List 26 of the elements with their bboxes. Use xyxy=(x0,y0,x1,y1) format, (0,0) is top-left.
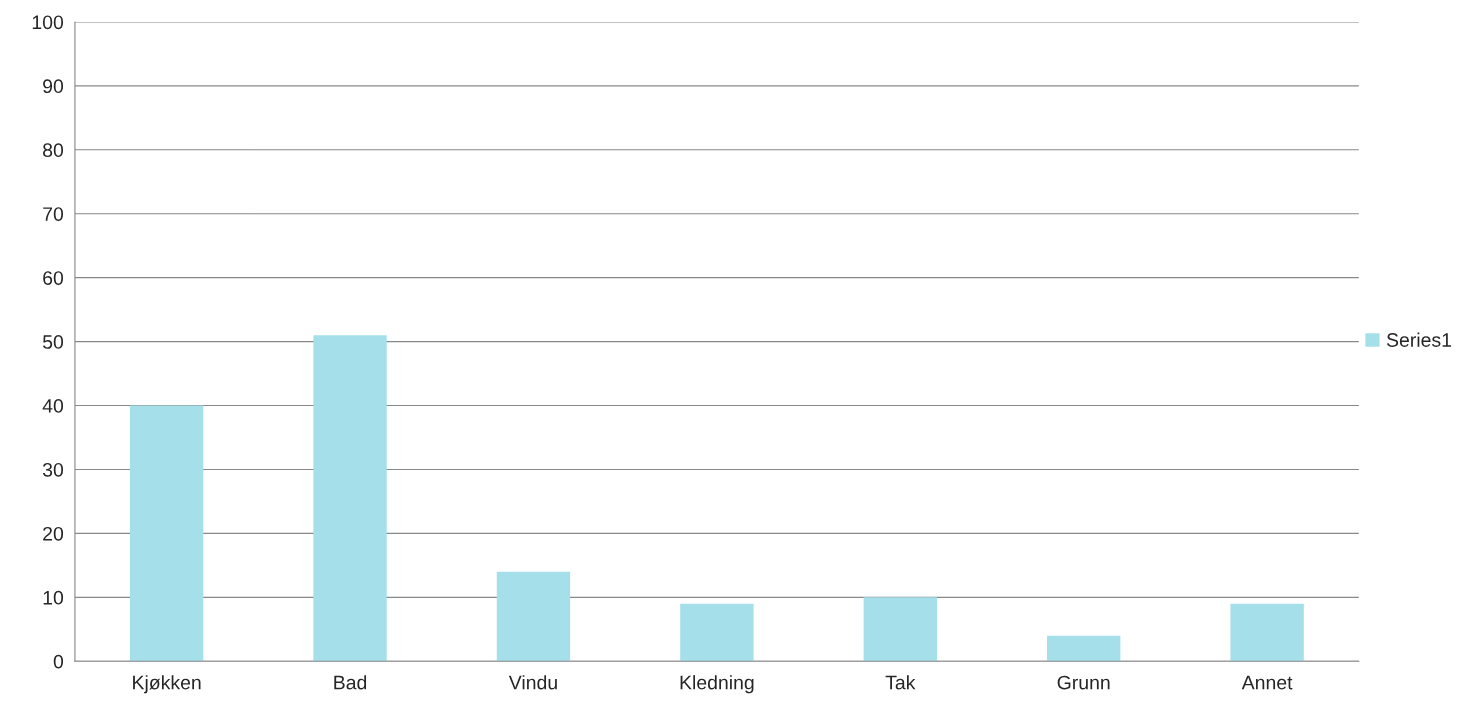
bar xyxy=(496,571,571,662)
x-tick-label: Bad xyxy=(334,675,367,690)
x-tick-label: Tak xyxy=(885,675,916,690)
y-tick-label: 100 xyxy=(32,15,64,30)
x-tick-label: Grunn xyxy=(1057,675,1110,690)
bar xyxy=(1047,635,1121,662)
x-tick-label: Kjøkken xyxy=(133,675,201,694)
bar xyxy=(129,405,204,662)
x-tick-label: Kledning xyxy=(680,675,754,694)
y-tick-label: 20 xyxy=(43,526,64,541)
y-tick-label: 90 xyxy=(43,79,64,94)
y-tick-label: 0 xyxy=(53,654,64,669)
x-tick-label: Annet xyxy=(1241,675,1293,690)
x-tick-label: Vindu xyxy=(508,675,557,690)
y-tick-label: 40 xyxy=(42,399,64,413)
legend-label: Series1 xyxy=(1386,332,1452,347)
y-tick-label: 10 xyxy=(43,590,64,605)
y-tick-label: 60 xyxy=(43,271,64,285)
y-tick-label: 70 xyxy=(43,207,64,221)
bar xyxy=(1230,603,1304,662)
y-tick-label: 50 xyxy=(42,335,64,349)
bar xyxy=(863,597,937,662)
y-tick-label: 80 xyxy=(43,143,64,158)
y-tick-label: 30 xyxy=(42,462,64,477)
bar xyxy=(680,603,754,662)
bar xyxy=(313,335,387,662)
